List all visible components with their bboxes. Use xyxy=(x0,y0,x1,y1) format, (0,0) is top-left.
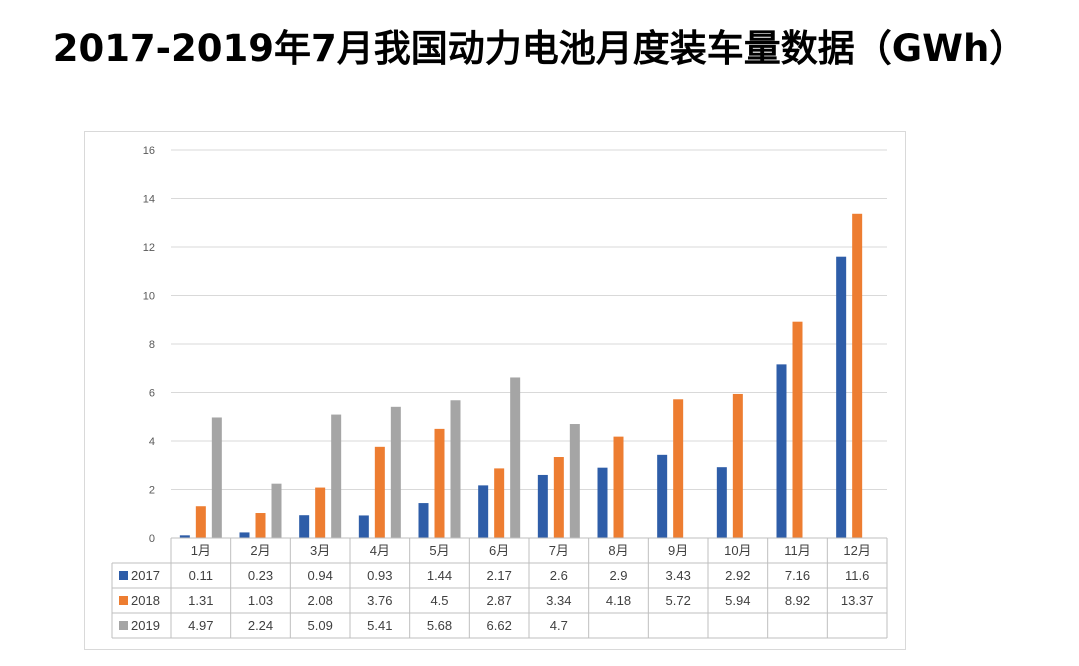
x-tick-label: 12月 xyxy=(843,543,870,558)
bar-2017-3月 xyxy=(299,515,310,538)
x-tick-label: 9月 xyxy=(668,543,688,558)
data-label: 1.03 xyxy=(248,593,273,608)
y-tick-label: 4 xyxy=(149,436,155,448)
bar-2017-8月 xyxy=(597,467,608,538)
chart-title: 2017-2019年7月我国动力电池月度装车量数据（GWh） xyxy=(52,27,1027,70)
bar-2018-2月 xyxy=(255,513,266,538)
data-label: 3.76 xyxy=(367,593,392,608)
data-label: 0.11 xyxy=(189,568,213,583)
y-tick-label: 6 xyxy=(149,388,155,400)
bar-2017-11月 xyxy=(776,364,787,538)
x-tick-label: 1月 xyxy=(191,543,211,558)
bar-2018-6月 xyxy=(494,468,505,538)
x-tick-label: 4月 xyxy=(370,543,390,558)
y-tick-label: 14 xyxy=(143,194,155,206)
x-tick-label: 3月 xyxy=(310,543,330,558)
data-label: 2.87 xyxy=(487,593,512,608)
data-label: 0.93 xyxy=(367,568,392,583)
data-label: 3.34 xyxy=(546,593,571,608)
bar-2017-10月 xyxy=(716,467,727,538)
bar-2018-12月 xyxy=(852,213,863,538)
data-label: 4.5 xyxy=(430,593,448,608)
bar-2018-1月 xyxy=(195,506,206,538)
data-label: 4.97 xyxy=(188,618,213,633)
legend-label: 2017 xyxy=(131,568,160,583)
bar-2018-10月 xyxy=(732,393,743,538)
data-label: 5.09 xyxy=(308,618,333,633)
bar-2017-6月 xyxy=(478,485,489,538)
data-label: 5.68 xyxy=(427,618,452,633)
bar-2017-12月 xyxy=(836,256,847,538)
data-label: 3.43 xyxy=(666,568,691,583)
bar-2018-5月 xyxy=(434,428,445,538)
y-tick-label: 8 xyxy=(149,339,155,351)
bar-2017-4月 xyxy=(358,515,369,538)
bar-2018-8月 xyxy=(613,436,624,538)
y-tick-label: 10 xyxy=(143,291,155,303)
data-label: 2.24 xyxy=(248,618,273,633)
data-label: 11.6 xyxy=(845,568,869,583)
y-tick-label: 0 xyxy=(149,533,155,545)
data-label: 2.08 xyxy=(308,593,333,608)
data-label: 1.44 xyxy=(427,568,452,583)
bar-2019-7月 xyxy=(569,424,580,538)
bar-2019-5月 xyxy=(450,400,461,538)
bar-2019-4月 xyxy=(390,406,401,538)
data-label: 7.16 xyxy=(785,568,810,583)
bar-2017-1月 xyxy=(179,535,190,538)
y-tick-label: 2 xyxy=(149,485,155,497)
x-tick-label: 6月 xyxy=(489,543,509,558)
bar-2017-2月 xyxy=(239,532,250,538)
legend-swatch-2019 xyxy=(119,621,128,630)
data-label: 2.92 xyxy=(725,568,750,583)
data-label: 5.72 xyxy=(666,593,691,608)
bar-2017-9月 xyxy=(657,454,668,538)
bar-2017-7月 xyxy=(537,474,548,538)
data-label: 5.41 xyxy=(367,618,392,633)
x-tick-label: 10月 xyxy=(724,543,751,558)
chart-area: 0 2 4 6 8 10 12 14 16 1月 2月 3月 4月 5月 6月 7月 8月 9月 10月 11月 12月… xyxy=(84,131,906,650)
legend-label: 2019 xyxy=(131,618,160,633)
legend-swatch-2017 xyxy=(119,571,128,580)
bar-2019-6月 xyxy=(510,377,521,538)
data-label: 0.94 xyxy=(308,568,333,583)
x-tick-label: 2月 xyxy=(250,543,270,558)
bar-2018-11月 xyxy=(792,321,803,538)
data-label: 13.37 xyxy=(841,593,874,608)
bar-2018-3月 xyxy=(315,487,326,538)
bar-2017-5月 xyxy=(418,503,429,538)
bar-2019-3月 xyxy=(331,414,342,538)
data-label: 5.94 xyxy=(725,593,750,608)
x-tick-label: 11月 xyxy=(784,543,811,558)
data-label: 2.9 xyxy=(609,568,627,583)
data-label: 2.17 xyxy=(487,568,512,583)
legend-label: 2018 xyxy=(131,593,160,608)
data-label: 4.18 xyxy=(606,593,631,608)
bar-2018-4月 xyxy=(374,446,385,538)
bar-2019-1月 xyxy=(211,417,222,538)
data-label: 1.31 xyxy=(188,593,213,608)
bar-2018-7月 xyxy=(553,457,564,538)
data-label: 8.92 xyxy=(785,593,810,608)
data-label: 2.6 xyxy=(550,568,568,583)
bar-chart: 0 2 4 6 8 10 12 14 16 1月 2月 3月 4月 5月 6月 7月 8月 9月 10月 11月 12月… xyxy=(111,145,888,639)
data-label: 0.23 xyxy=(248,568,273,583)
data-label: 4.7 xyxy=(550,618,568,633)
x-tick-label: 8月 xyxy=(608,543,628,558)
x-tick-label: 7月 xyxy=(549,543,569,558)
bar-2019-2月 xyxy=(271,483,282,538)
y-tick-label: 12 xyxy=(143,242,155,254)
bar-2018-9月 xyxy=(673,399,684,538)
legend-swatch-2018 xyxy=(119,596,128,605)
x-tick-label: 5月 xyxy=(429,543,449,558)
data-label: 6.62 xyxy=(487,618,512,633)
y-tick-label: 16 xyxy=(143,145,155,157)
